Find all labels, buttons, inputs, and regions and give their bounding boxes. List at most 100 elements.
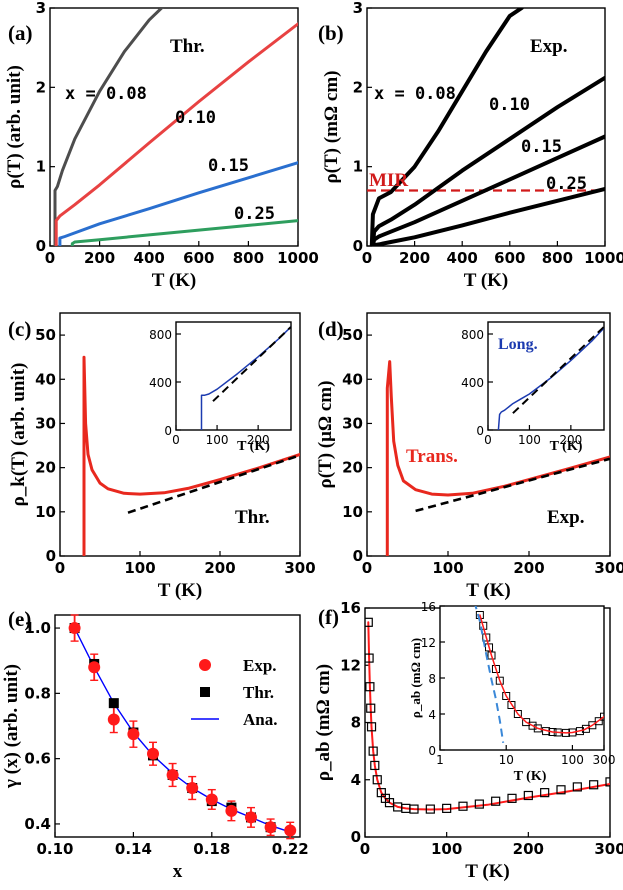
series-line-fit [474,606,505,743]
series-line-fit [512,326,604,414]
panel-f-xtick-label: 200 [513,840,544,858]
panel-d: 0 100 200 300 0 10 20 30 40 50(d) T (K) ρ(T) (μΩ cm… [315,312,623,601]
exp-open-square-point [474,799,484,809]
panel-c-xtick-label: 0 [55,559,65,577]
inset-d-xtick-label: 200 [559,433,582,447]
panel-f-ytick-label: 16 [340,599,361,617]
panel-d-ytick-label: 10 [342,503,363,521]
annotation-x015: 0.15 [208,156,249,176]
panel-d-xtick-label: 300 [594,559,623,577]
inset-f-ytick-label: 4 [428,708,436,722]
panel-b-xtick-label: 1000 [584,249,623,267]
inset-d: 0 100 200 0 400 800 T (K) Long. [461,321,605,454]
inset-open-square-point [513,710,522,718]
panel-e-ytick-label: 1.0 [24,619,51,637]
panel-b-xtick-label: 0 [362,249,372,267]
series-line-fit [212,326,291,402]
panel-d-ytick-label: 20 [342,459,363,477]
legend-thr-marker [200,687,210,697]
panel-b-frame [366,7,606,247]
exp-open-square-point [368,746,378,756]
inset-open-square-point [533,724,542,733]
inset-x-axis-label: T (K) [237,439,270,454]
exp-open-square-point [365,682,375,692]
inset-c-ytick-label: 400 [149,376,172,390]
exp-open-square-point [523,790,533,801]
inset-f-xtick-label: 100 [561,753,584,767]
y-axis-label: ρ_ab (mΩ cm) [313,664,334,781]
inset-open-square-point [491,665,500,673]
series-line-Long- [497,327,604,430]
series-line-Thr- [367,621,610,811]
inset-c-frame [175,321,292,431]
series-line-0-10 [54,22,298,246]
panel-d-ytick-label: 40 [342,370,363,388]
panel-f-ytick-label: 4 [351,771,361,789]
exp-open-square-point [507,793,517,803]
exp-open-square-point [605,777,610,787]
series-line-0-15 [58,161,298,246]
exp-circle-point [205,793,218,806]
panel-a-ytick-label: 1 [36,158,46,176]
panel-b-xtick-label: 200 [399,249,430,267]
panel-e-xtick-label: 0.22 [272,840,309,858]
panel-d-xtick-label: 200 [513,559,544,577]
exp-circle-point [68,622,81,635]
inset-f-ytick-label: 12 [421,636,436,650]
panel-a-frame [49,7,299,247]
x-axis-label: T (K) [158,580,203,601]
panel-c-ytick-label: 0 [46,547,56,565]
inset-f-xtick-label: 10 [499,753,514,767]
panel-b-ytick-label: 2 [353,78,363,96]
panel-a-ytick-label: 0 [36,237,46,255]
panel-c-frame [59,312,301,557]
exp-circle-point [88,661,101,674]
panel-e-frame [54,614,301,838]
inset-open-square-point [485,643,494,652]
exp-circle-point [284,824,297,837]
panel-d-ytick-label: 30 [342,414,363,432]
annotation-exp: Exp. [547,507,585,528]
exp-open-square-point [370,760,380,771]
inset-d-xtick-label: 0 [484,433,492,447]
exp-open-square-point [491,796,501,806]
panel-c-xtick-label: 300 [284,559,315,577]
annotation-x008: x = 0.08 [65,84,147,104]
annotation-thr: Thr. [235,507,270,528]
exp-circle-point [225,804,238,817]
inset-open-square-point [482,633,491,642]
exp-open-square-point [372,775,382,785]
inset-open-square-point [495,676,504,685]
legend-thr-label: Thr. [243,683,274,702]
panel-c-ytick-label: 20 [35,459,56,477]
inset-open-square-point [507,701,516,709]
exp-open-square-point [458,801,468,811]
x-axis-label: T (K) [465,861,510,882]
panel-b-ytick-label: 1 [353,158,363,176]
inset-d-ytick-label: 0 [476,424,484,438]
exp-open-square-point [366,722,377,732]
panel-b-ytick-label: 0 [353,237,363,255]
annotation-exp: Exp. [530,36,568,57]
y-axis-label: ρ_k(T) (arb. unit) [8,363,29,507]
panel-label: (b) [318,21,344,45]
panel-a-xtick-label: 400 [134,249,165,267]
panel-b-ytick-label: 3 [353,0,363,17]
exp-open-square-point [442,803,452,813]
panel-a-xtick-label: 600 [183,249,214,267]
inset-open-square-point [528,721,537,730]
panel-c: 0 100 200 300 0 10 20 30 40 50(c) T (K) ρ_k(T) (arb… [8,312,316,601]
inset-f-ytick-label: 8 [428,672,436,686]
inset-background [488,322,604,430]
series-line--k [82,355,300,556]
panel-a-xtick-label: 200 [84,249,115,267]
series-line-0-10 [370,75,605,246]
panel-label: (f) [318,605,339,629]
panel-e-xtick-label: 0.18 [193,840,230,858]
inset-d-xtick-label: 100 [518,433,541,447]
panel-e-xtick-label: 0.14 [115,840,152,858]
inset-c-ytick-label: 0 [164,424,172,438]
panel-c-ytick-label: 40 [35,370,56,388]
panel-d-ytick-label: 50 [342,326,363,344]
